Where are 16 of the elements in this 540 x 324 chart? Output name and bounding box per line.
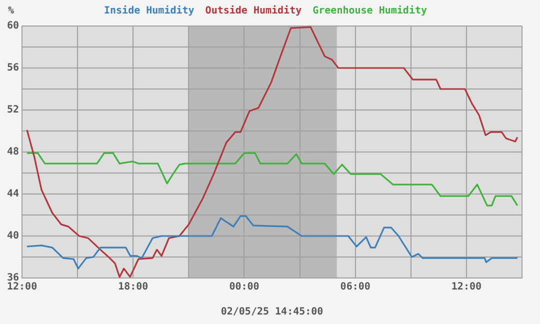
y-tick-label: 52 — [6, 104, 20, 116]
y-tick-label: 44 — [6, 188, 20, 200]
series-label: Outside Humidity — [205, 4, 302, 17]
y-axis-title: % — [8, 6, 14, 17]
y-tick-label: 40 — [6, 230, 20, 242]
text: Inside Humidity — [104, 4, 194, 17]
y-tick-label: 60 — [6, 20, 20, 32]
y-tick-label: 48 — [6, 146, 20, 158]
x-tick-label: 12:00 — [6, 282, 38, 293]
x-tick-label: 06:00 — [340, 282, 370, 293]
x-tick-label: 00:00 — [229, 282, 260, 293]
x-axis-title: 02/05/25 14:45:00 — [220, 306, 324, 318]
text: Greenhouse Humidity — [312, 4, 428, 17]
x-tick-label: 12:00 — [451, 282, 482, 293]
y-tick-label: 56 — [6, 62, 20, 74]
x-tick-label: 18:00 — [118, 282, 148, 293]
